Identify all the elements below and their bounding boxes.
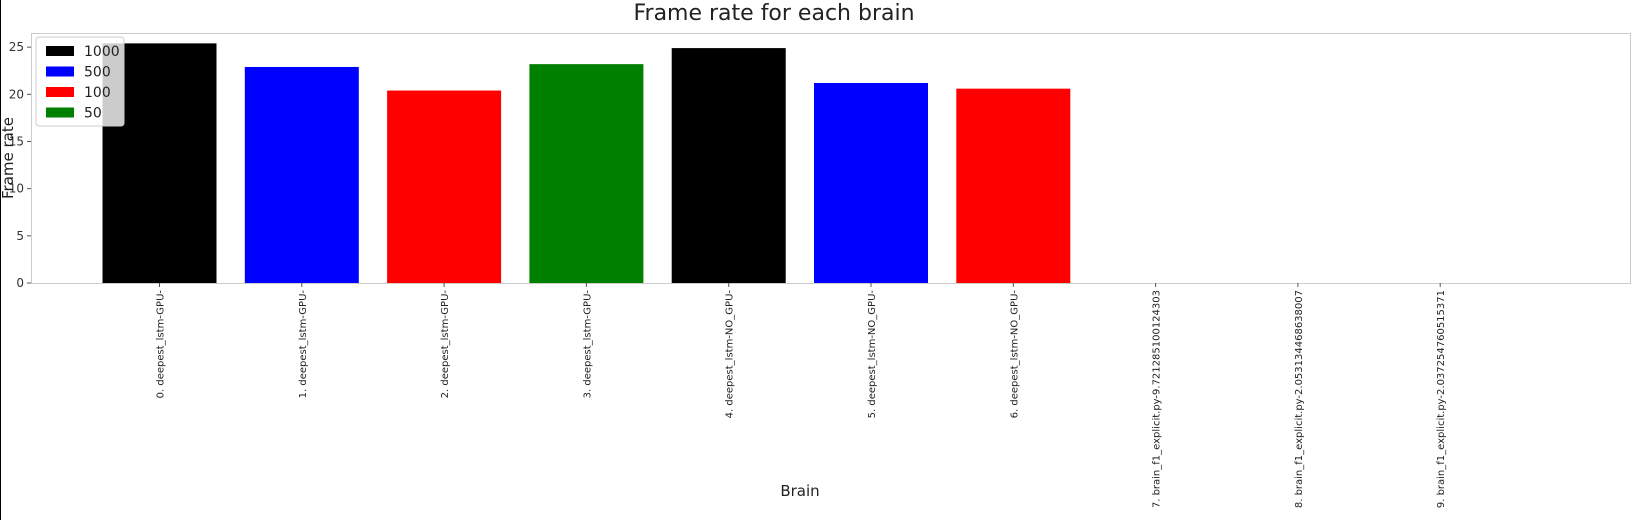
legend-label: 1000 xyxy=(84,44,120,60)
x-axis: 0. deepest_lstm-GPU- 1. deepest_lstm-GPU-… xyxy=(156,283,1447,508)
legend-swatch xyxy=(46,46,74,56)
figure-left-edge xyxy=(0,0,1,520)
legend-swatch xyxy=(46,107,74,118)
legend-label: 100 xyxy=(84,85,111,101)
x-tick-label: 0. deepest_lstm-GPU- xyxy=(156,290,167,399)
bars xyxy=(102,43,1071,284)
bar xyxy=(387,90,502,283)
x-tick-label: 7. brain_f1_explicit.py-9.72128510012430… xyxy=(1152,290,1163,508)
y-tick-label: 10 xyxy=(9,182,24,196)
y-tick-label: 25 xyxy=(9,40,24,54)
bar xyxy=(814,83,928,283)
x-tick-label: 4. deepest_lstm-NO_GPU- xyxy=(725,290,736,419)
x-tick-label: 1. deepest_lstm-GPU- xyxy=(298,290,309,399)
bar xyxy=(244,66,359,283)
y-axis-label: Frame rate xyxy=(0,117,17,199)
y-tick-label: 20 xyxy=(9,87,24,101)
bar xyxy=(529,64,644,283)
legend-label: 50 xyxy=(84,106,102,122)
legend-box xyxy=(35,36,125,127)
y-tick-label: 5 xyxy=(16,229,24,243)
x-tick-label: 2. deepest_lstm-GPU- xyxy=(440,290,451,399)
y-axis: 0 5 10 15 20 25 xyxy=(9,40,31,290)
chart-title: Frame rate for each brain xyxy=(633,1,914,26)
legend-swatch xyxy=(46,87,74,97)
x-tick-label: 8. brain_f1_explicit.py-2.05313446863800… xyxy=(1294,290,1305,508)
x-axis-label: Brain xyxy=(780,482,819,500)
y-tick-label: 0 xyxy=(16,276,24,290)
legend-swatch xyxy=(46,66,74,77)
legend: 1000 500 100 50 xyxy=(35,36,125,127)
bar xyxy=(671,48,786,283)
legend-label: 500 xyxy=(84,65,111,81)
x-tick-label: 6. deepest_lstm-NO_GPU- xyxy=(1009,290,1020,419)
x-tick-label: 5. deepest_lstm-NO_GPU- xyxy=(867,290,878,419)
x-tick-label: 9. brain_f1_explicit.py-2.03725476051537… xyxy=(1436,290,1447,508)
x-tick-label: 3. deepest_lstm-GPU- xyxy=(582,290,593,399)
bar xyxy=(956,88,1071,284)
y-tick-label: 15 xyxy=(9,134,24,148)
